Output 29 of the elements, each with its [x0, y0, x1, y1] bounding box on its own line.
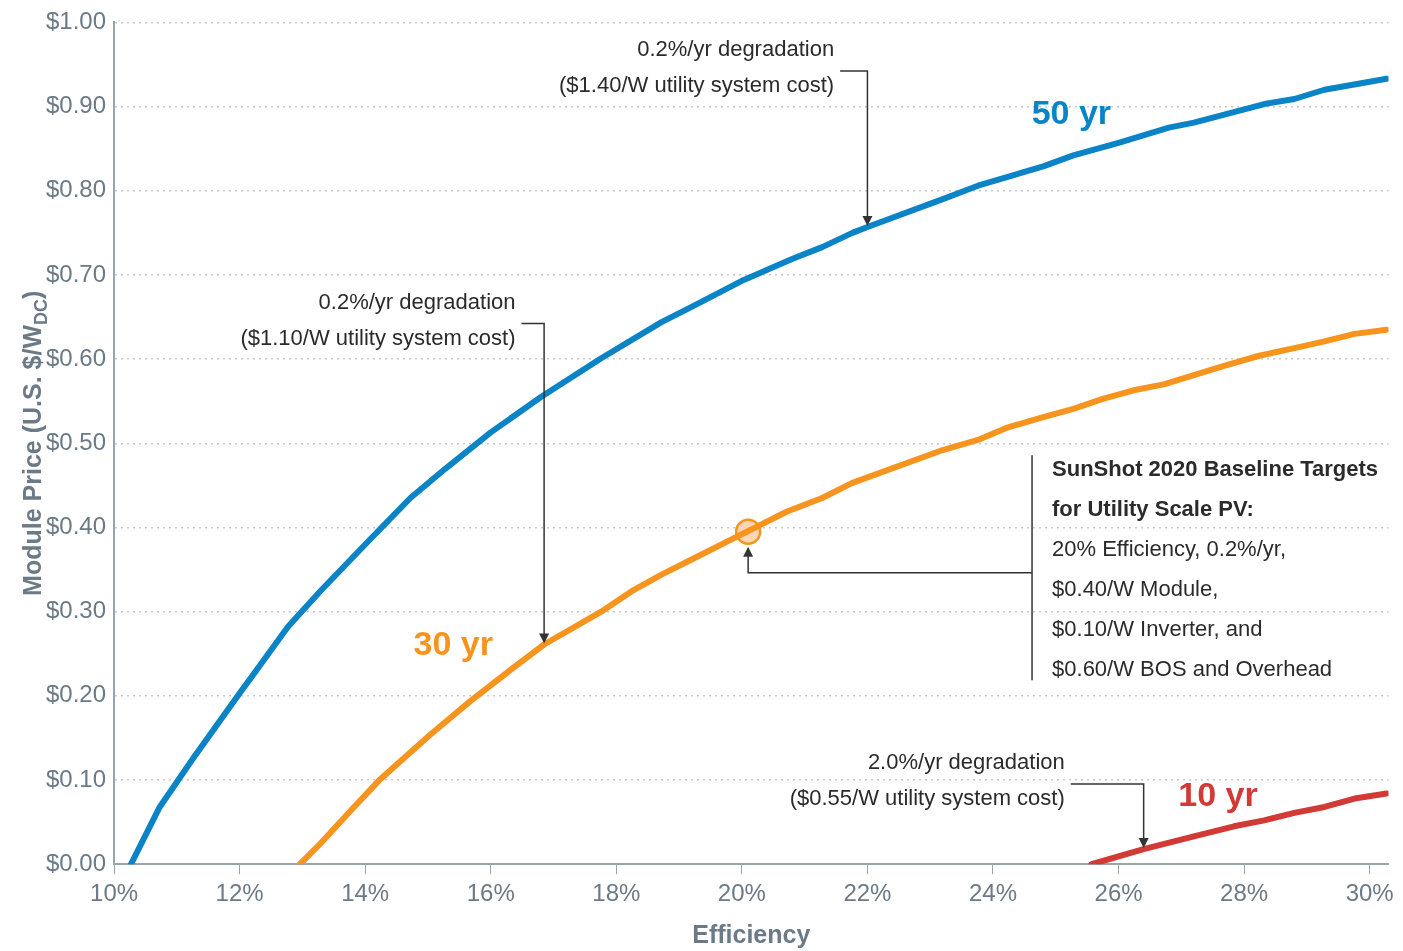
y-tick-label: $0.00: [46, 848, 107, 876]
y-tick-label: $1.00: [46, 7, 107, 35]
y-tick-label: $0.50: [46, 427, 107, 455]
x-tick-label: 30%: [1345, 879, 1394, 907]
x-tick-label: 20%: [717, 879, 766, 907]
y-tick-label: $0.60: [46, 343, 107, 371]
y-tick-label: $0.70: [46, 259, 107, 287]
annotation: SunShot 2020 Baseline Targets for Utility Scale PV: 20% Efficiency, 0.2%/yr, $0.40/W Module, $0.10/W Inverter, and $0.60/W BOS and Overhead: [1052, 456, 1379, 682]
series-label: 30 yr: [413, 623, 493, 662]
annotation: 0.2%/yr degradation ($1.40/W utility system cost): [559, 36, 835, 98]
x-axis-title: Efficiency: [692, 919, 811, 948]
y-tick-label: $0.30: [46, 596, 107, 624]
series-label: 10 yr: [1178, 775, 1258, 814]
y-tick-label: $0.80: [46, 175, 107, 203]
y-tick-label: $0.10: [46, 764, 107, 792]
y-tick-label: $0.90: [46, 91, 107, 119]
x-tick-label: 28%: [1220, 879, 1269, 907]
x-tick-label: 24%: [968, 879, 1018, 907]
y-tick-label: $0.20: [46, 680, 107, 708]
series-label: 50 yr: [1031, 93, 1112, 132]
x-tick-label: 26%: [1094, 879, 1143, 907]
annotation: 0.2%/yr degradation ($1.10/W utility system cost): [240, 288, 516, 350]
x-tick-label: 14%: [341, 879, 390, 907]
annotation: 2.0%/yr degradation ($0.55/W utility system cost): [789, 749, 1065, 811]
x-tick-label: 22%: [843, 879, 892, 907]
x-tick-label: 16%: [466, 879, 515, 907]
x-tick-label: 18%: [592, 879, 641, 907]
x-tick-label: 12%: [215, 879, 264, 907]
x-tick-label: 10%: [90, 879, 139, 907]
